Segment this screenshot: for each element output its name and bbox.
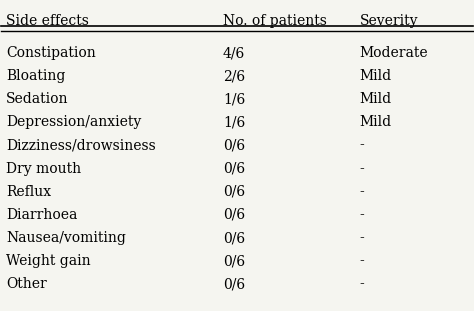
Text: 0/6: 0/6: [223, 138, 245, 153]
Text: -: -: [359, 277, 364, 291]
Text: Nausea/vomiting: Nausea/vomiting: [6, 231, 126, 245]
Text: 0/6: 0/6: [223, 185, 245, 199]
Text: Side effects: Side effects: [6, 14, 89, 28]
Text: -: -: [359, 208, 364, 222]
Text: Severity: Severity: [359, 14, 418, 28]
Text: -: -: [359, 231, 364, 245]
Text: Weight gain: Weight gain: [6, 254, 91, 268]
Text: -: -: [359, 162, 364, 176]
Text: Depression/anxiety: Depression/anxiety: [6, 115, 141, 129]
Text: 0/6: 0/6: [223, 231, 245, 245]
Text: Other: Other: [6, 277, 47, 291]
Text: No. of patients: No. of patients: [223, 14, 327, 28]
Text: Mild: Mild: [359, 69, 392, 83]
Text: 2/6: 2/6: [223, 69, 245, 83]
Text: 0/6: 0/6: [223, 254, 245, 268]
Text: 0/6: 0/6: [223, 277, 245, 291]
Text: Bloating: Bloating: [6, 69, 65, 83]
Text: -: -: [359, 138, 364, 153]
Text: Diarrhoea: Diarrhoea: [6, 208, 77, 222]
Text: Sedation: Sedation: [6, 92, 69, 106]
Text: Dry mouth: Dry mouth: [6, 162, 81, 176]
Text: -: -: [359, 254, 364, 268]
Text: Dizziness/drowsiness: Dizziness/drowsiness: [6, 138, 156, 153]
Text: -: -: [359, 185, 364, 199]
Text: 4/6: 4/6: [223, 46, 245, 60]
Text: 0/6: 0/6: [223, 208, 245, 222]
Text: Mild: Mild: [359, 92, 392, 106]
Text: Moderate: Moderate: [359, 46, 428, 60]
Text: 0/6: 0/6: [223, 162, 245, 176]
Text: Reflux: Reflux: [6, 185, 51, 199]
Text: Mild: Mild: [359, 115, 392, 129]
Text: 1/6: 1/6: [223, 92, 245, 106]
Text: Constipation: Constipation: [6, 46, 96, 60]
Text: 1/6: 1/6: [223, 115, 245, 129]
